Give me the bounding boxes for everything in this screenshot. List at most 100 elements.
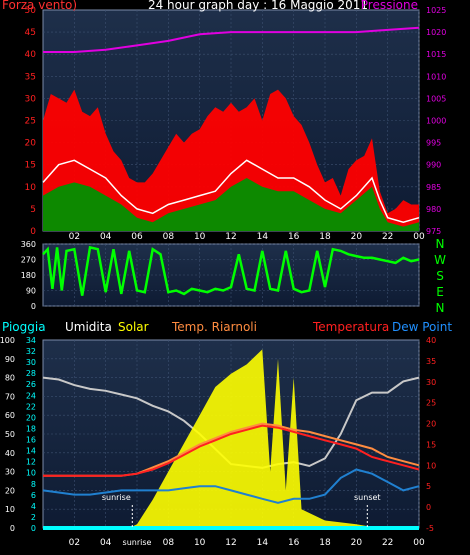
inner-tick-label: 6 <box>31 491 36 500</box>
wind-tick-label: 45 <box>25 28 36 38</box>
direction-tick-label: 90 <box>26 287 36 296</box>
hour-tick-label: 04 <box>100 538 112 548</box>
direction-tick-label: 180 <box>21 271 36 280</box>
hour-tick-label: 18 <box>319 538 331 548</box>
inner-tick-label: 2 <box>31 513 36 522</box>
humidity-tick-label: 90 <box>5 355 15 364</box>
hour-tick-label: 00 <box>413 232 425 242</box>
pressure-tick-label: 1000 <box>426 117 446 126</box>
wind-tick-label: 30 <box>25 94 37 104</box>
hour-tick-label: 20 <box>351 538 363 548</box>
series-solar <box>43 349 419 528</box>
humidity-tick-label: 70 <box>5 392 15 401</box>
inner-tick-label: 0 <box>31 524 36 533</box>
series-average <box>42 159 420 223</box>
temperature-tick-label: 35 <box>426 357 436 366</box>
inner-tick-label: 4 <box>31 502 36 511</box>
humidity-tick-label: 80 <box>5 374 15 383</box>
pressure-tick-label: 985 <box>426 183 441 192</box>
pressure-tick-label: 975 <box>426 227 441 236</box>
temperature-tick-label: 10 <box>426 461 436 470</box>
temperature-tick-label: 30 <box>426 378 436 387</box>
sunset-label: sunset <box>354 493 381 502</box>
hour-tick-label: 18 <box>319 232 331 242</box>
humidity-tick-label: 40 <box>5 449 15 458</box>
wind-axis-label: Forza vento) <box>2 0 77 12</box>
series-speed <box>43 178 419 231</box>
inner-tick-label: 32 <box>26 347 36 356</box>
pressure-tick-label: 1005 <box>426 94 446 103</box>
inner-tick-label: 30 <box>26 358 36 367</box>
legend-temp-riarnoli: Temp. Riarnoli <box>171 320 257 334</box>
pressure-tick-label: 980 <box>426 205 441 214</box>
wind-tick-label: 50 <box>25 6 37 16</box>
hour-tick-label: 20 <box>351 232 363 242</box>
compass-label: S <box>436 269 444 283</box>
inner-tick-label: 20 <box>26 413 36 422</box>
hour-tick-label: 02 <box>69 232 80 242</box>
hour-tick-label: 08 <box>163 538 175 548</box>
hour-tick-label: 14 <box>257 538 269 548</box>
hour-tick-label: 14 <box>257 232 269 242</box>
hour-tick-label: 10 <box>194 232 206 242</box>
temperature-tick-label: 5 <box>426 482 431 491</box>
compass-label: E <box>436 285 444 299</box>
legend-rain: Pioggia <box>2 320 46 334</box>
direction-tick-label: 0 <box>31 302 36 311</box>
pressure-tick-label: 1015 <box>426 50 446 59</box>
compass-label: N <box>436 301 445 315</box>
inner-tick-label: 28 <box>26 369 36 378</box>
wind-tick-label: 0 <box>30 227 36 237</box>
hour-tick-label: 22 <box>382 232 393 242</box>
temperature-tick-label: 25 <box>426 399 436 408</box>
humidity-tick-label: 20 <box>5 486 15 495</box>
inner-tick-label: 8 <box>31 480 36 489</box>
chart-title: 24 hour graph day : 16 Maggio 2011 <box>148 0 368 12</box>
series-pressure <box>43 26 420 53</box>
pressure-tick-label: 1010 <box>426 72 446 81</box>
wind-tick-label: 25 <box>25 117 36 127</box>
inner-tick-label: 22 <box>26 402 36 411</box>
legend-temperature: Temperatura <box>312 320 389 334</box>
pressure-axis-label: Pressione <box>361 0 418 12</box>
hour-tick-label: 12 <box>225 538 236 548</box>
humidity-tick-label: 100 <box>0 336 15 345</box>
wind-tick-label: 35 <box>25 72 36 82</box>
humidity-tick-label: 10 <box>5 505 15 514</box>
inner-tick-label: 26 <box>26 380 36 389</box>
temperature-tick-label: 15 <box>426 440 436 449</box>
inner-tick-label: 12 <box>26 458 36 467</box>
hour-tick-label: sunrise <box>123 538 152 547</box>
compass-label: N <box>436 237 445 251</box>
inner-tick-label: 34 <box>26 336 36 345</box>
inner-tick-label: 18 <box>26 424 36 433</box>
pressure-tick-label: 1020 <box>426 28 446 37</box>
temperature-tick-label: 40 <box>426 336 436 345</box>
humidity-tick-label: 60 <box>5 411 15 420</box>
direction-tick-label: 360 <box>21 240 36 249</box>
inner-tick-label: 24 <box>26 391 36 400</box>
humidity-tick-label: 50 <box>5 430 15 439</box>
series-temperature <box>43 424 420 477</box>
pressure-tick-label: 995 <box>426 139 441 148</box>
wind-tick-label: 20 <box>25 139 37 149</box>
legend-dew-point: Dew Point <box>392 320 452 334</box>
legend-humidity: Umidita <box>65 320 112 334</box>
pressure-tick-label: 1025 <box>426 6 446 15</box>
inner-tick-label: 16 <box>26 436 36 445</box>
hour-tick-label: 00 <box>413 538 425 548</box>
hour-tick-label: 22 <box>382 538 393 548</box>
temperature-tick-label: 20 <box>426 420 436 429</box>
inner-tick-label: 14 <box>26 447 36 456</box>
direction-tick-label: 270 <box>21 256 36 265</box>
compass-label: W <box>434 253 446 267</box>
hour-tick-label: 02 <box>69 538 80 548</box>
series-wind-direction <box>42 245 420 296</box>
inner-tick-label: 10 <box>26 469 36 478</box>
sunrise-label: sunrise <box>102 493 131 502</box>
hour-tick-label: 16 <box>288 538 300 548</box>
